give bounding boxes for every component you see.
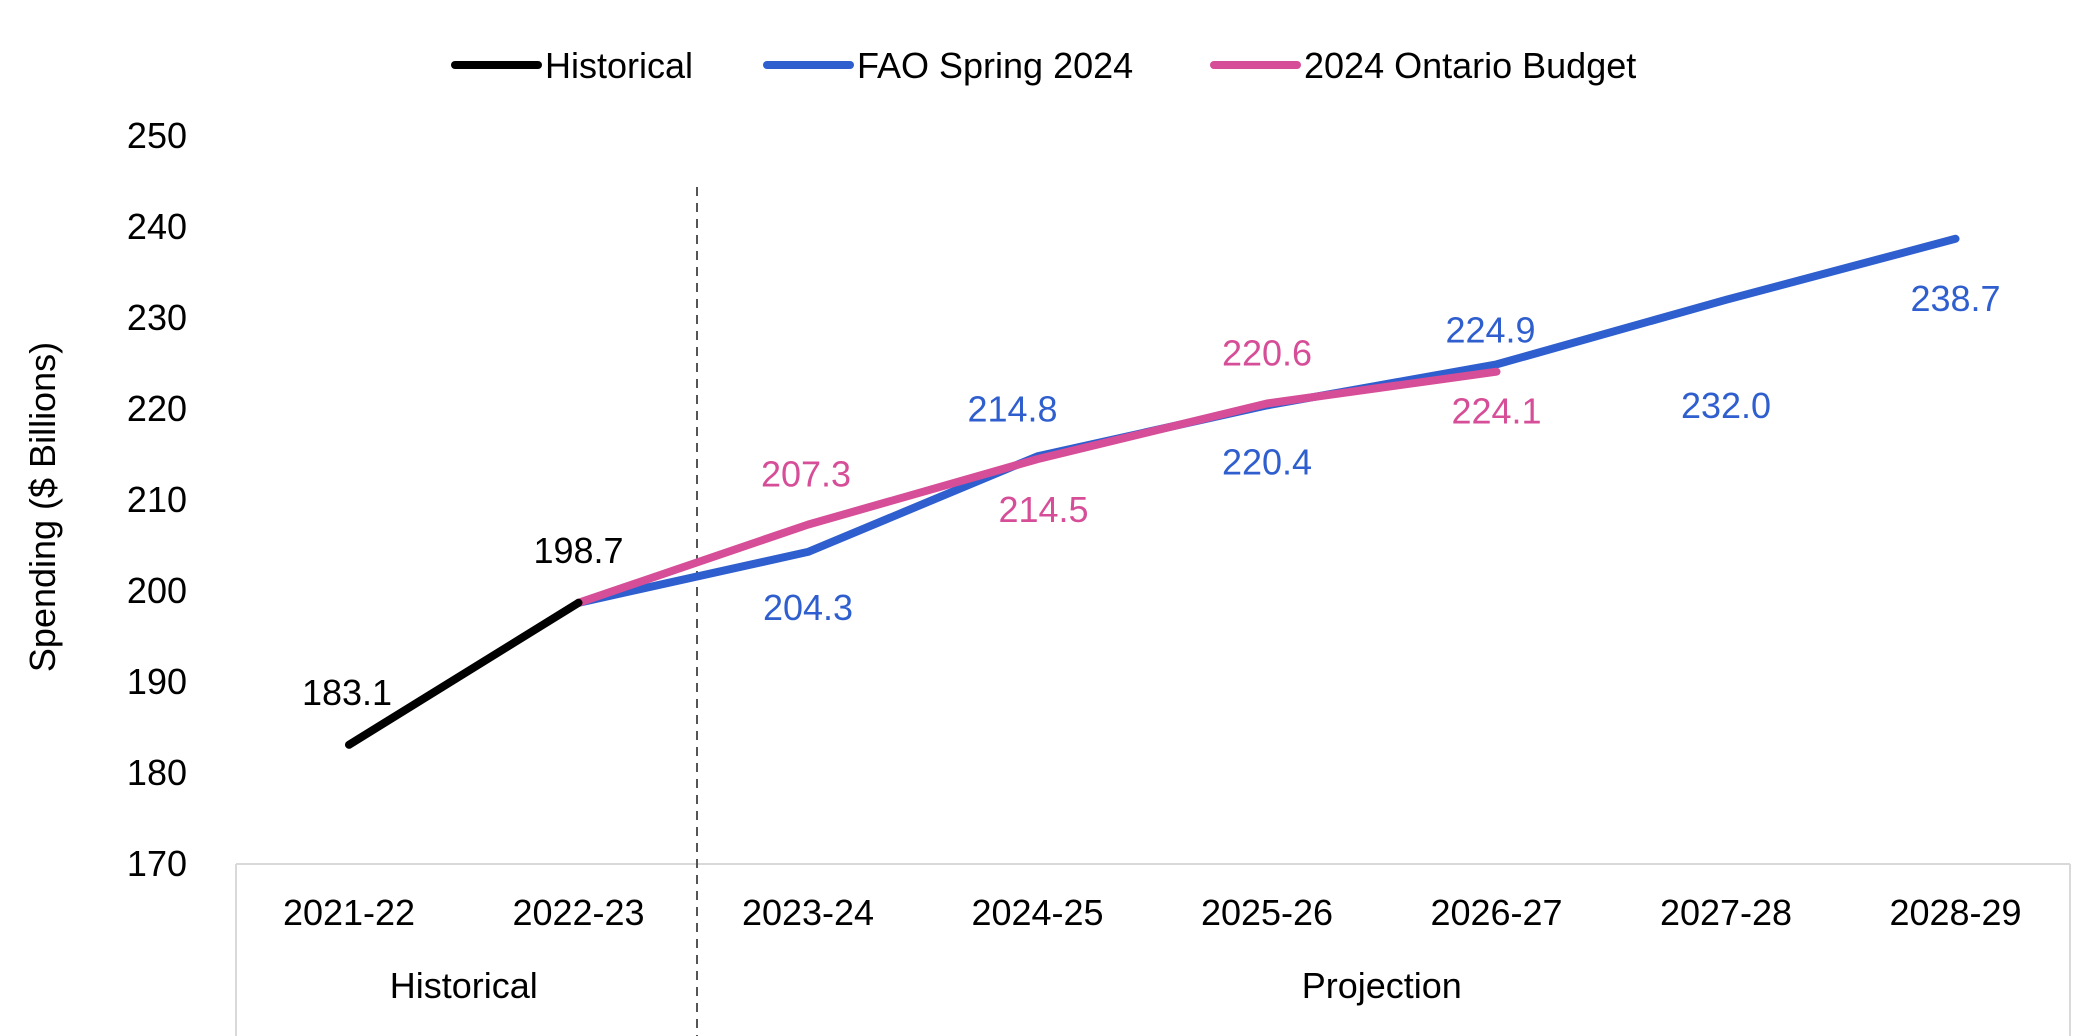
group-label-projection: Projection: [1302, 965, 1462, 1006]
y-axis-ticks: 250 240 230 220 210 200 190 180 170: [127, 115, 187, 884]
legend-label-historical: Historical: [545, 45, 693, 86]
x-tick-label: 2027-28: [1660, 892, 1792, 933]
data-label-fao-2024-25: 214.8: [967, 388, 1057, 429]
data-labels: 183.1 198.7 204.3 214.8 220.4 224.9 232.…: [302, 278, 2001, 713]
data-label-budget-2026-27: 224.1: [1451, 391, 1541, 432]
y-tick-label: 230: [127, 297, 187, 338]
y-tick-label: 220: [127, 388, 187, 429]
y-tick-label: 240: [127, 206, 187, 247]
x-tick-label: 2024-25: [971, 892, 1103, 933]
data-label-budget-2024-25: 214.5: [998, 489, 1088, 530]
x-tick-label: 2022-23: [512, 892, 644, 933]
data-label-fao-2023-24: 204.3: [763, 587, 853, 628]
group-label-historical: Historical: [390, 965, 538, 1006]
y-tick-label: 180: [127, 752, 187, 793]
series-line-2024-ontario-budget: [574, 367, 1501, 607]
data-label-budget-2023-24: 207.3: [761, 454, 851, 495]
y-tick-label: 170: [127, 843, 187, 884]
x-axis: [235, 863, 2071, 1036]
legend-label-fao: FAO Spring 2024: [857, 45, 1133, 86]
y-tick-label: 210: [127, 479, 187, 520]
legend: Historical FAO Spring 2024 2024 Ontario …: [451, 45, 1636, 86]
x-tick-label: 2023-24: [742, 892, 874, 933]
data-label-fao-2025-26: 220.4: [1222, 441, 1312, 482]
data-label-fao-2027-28: 232.0: [1681, 385, 1771, 426]
y-tick-label: 200: [127, 570, 187, 611]
data-label-fao-2028-29: 238.7: [1910, 278, 2000, 319]
y-tick-label: 250: [127, 115, 187, 156]
y-axis-title: Spending ($ Billions): [22, 342, 63, 672]
series-line-historical: [345, 598, 583, 749]
data-label-historical-2021-22: 183.1: [302, 672, 392, 713]
data-label-fao-2026-27: 224.9: [1445, 309, 1535, 350]
x-tick-label: 2028-29: [1889, 892, 2021, 933]
x-axis-ticks: 2021-22 2022-23 2023-24 2024-25 2025-26 …: [283, 892, 2022, 933]
data-label-historical-2022-23: 198.7: [533, 530, 623, 571]
x-tick-label: 2025-26: [1201, 892, 1333, 933]
x-tick-label: 2021-22: [283, 892, 415, 933]
legend-label-budget: 2024 Ontario Budget: [1304, 45, 1636, 86]
x-tick-label: 2026-27: [1430, 892, 1562, 933]
y-tick-label: 190: [127, 661, 187, 702]
data-label-budget-2025-26: 220.6: [1222, 333, 1312, 374]
plot-area: [345, 234, 1960, 749]
